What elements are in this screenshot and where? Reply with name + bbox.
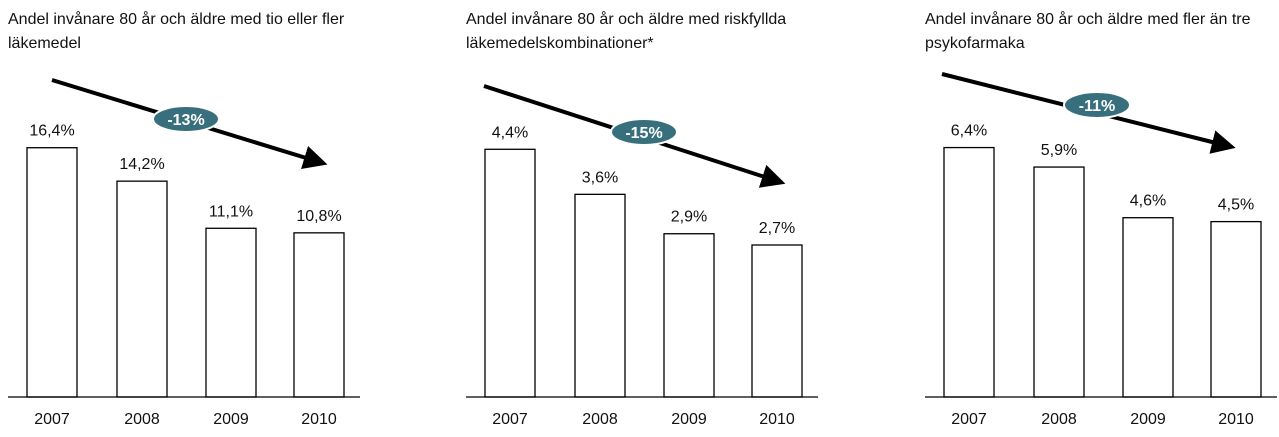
x-tick-label: 2009 [671,411,707,428]
bar [116,180,168,398]
annotation: -15% [625,125,662,142]
value-label: 2,7% [759,220,795,237]
bar [1033,166,1085,398]
annotation: -11% [1079,98,1115,115]
value-label: 6,4% [951,123,987,140]
value-label: 4,4% [492,124,528,141]
value-label: 14,2% [119,156,164,173]
bar [574,193,626,398]
value-label: 4,5% [1218,197,1254,214]
bar [26,147,78,398]
chart-title: Andel invånare 80 år och äldre med fler … [925,11,1251,52]
bar [293,232,345,398]
chart-title: Andel invånare 80 år och äldre med riskf… [466,11,787,52]
bar [1210,220,1262,398]
annotation: -13% [167,112,204,129]
badge [152,105,220,133]
x-tick-label: 2009 [213,411,249,428]
bar [205,227,257,398]
x-tick-label: 2007 [951,411,987,428]
x-tick-label: 2008 [582,411,618,428]
value-label: 2,9% [671,209,707,226]
x-tick-label: 2010 [1218,411,1254,428]
bar [751,244,803,398]
value-label: 3,6% [582,169,618,186]
value-label: 4,6% [1130,193,1166,210]
x-tick-label: 2009 [1130,411,1166,428]
x-tick-label: 2010 [301,411,337,428]
badge [1063,91,1131,119]
x-tick-label: 2008 [1041,411,1077,428]
value-label: 10,8% [296,208,341,225]
value-label: 11,1% [209,203,253,220]
x-tick-label: 2007 [34,411,70,428]
chart-title: Andel invånare 80 år och äldre med tio e… [8,11,345,52]
bar [663,233,715,398]
x-tick-label: 2008 [124,411,160,428]
badge [610,118,678,146]
bar [1122,217,1174,398]
value-label: 16,4% [29,123,74,140]
x-tick-label: 2010 [759,411,795,428]
bar [484,148,536,398]
bar [943,146,995,398]
value-label: 5,9% [1041,142,1077,159]
x-tick-label: 2007 [492,411,528,428]
